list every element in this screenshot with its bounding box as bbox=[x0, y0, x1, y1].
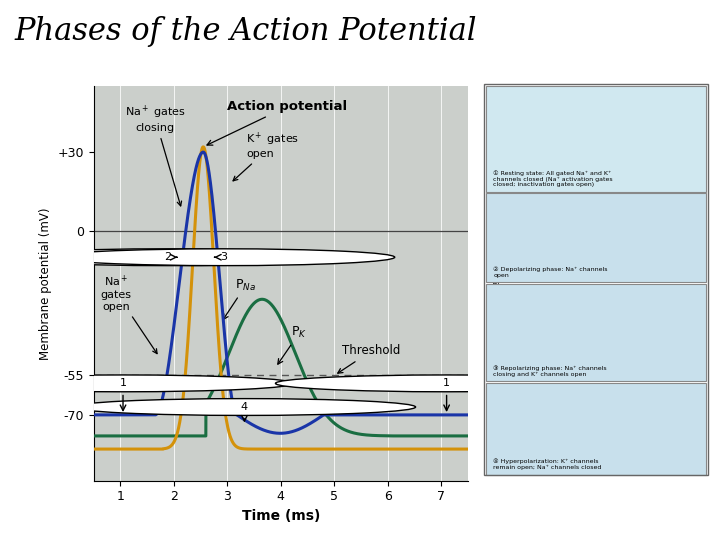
Text: ① Resting state: All gated Na⁺ and K⁺
channels closed (Na⁺ activation gates
clos: ① Resting state: All gated Na⁺ and K⁺ ch… bbox=[493, 170, 613, 187]
Circle shape bbox=[0, 375, 294, 392]
Text: 2: 2 bbox=[164, 252, 171, 262]
Text: Na$^+$: Na$^+$ bbox=[534, 99, 550, 110]
Text: P$_K$: P$_K$ bbox=[278, 325, 307, 364]
Text: K$^+$: K$^+$ bbox=[662, 238, 672, 248]
Text: Threshold: Threshold bbox=[338, 345, 401, 373]
X-axis label: Time (ms): Time (ms) bbox=[242, 509, 320, 523]
Text: Na$^+$ gates
closing: Na$^+$ gates closing bbox=[125, 104, 186, 206]
Text: Na$^+$
gates
open: Na$^+$ gates open bbox=[101, 273, 157, 354]
Text: K$^+$ gates
open: K$^+$ gates open bbox=[233, 131, 300, 181]
Text: ④ Hyperpolarization: K⁺ channels
remain open; Na⁺ channels closed: ④ Hyperpolarization: K⁺ channels remain … bbox=[493, 458, 602, 470]
Text: 4: 4 bbox=[241, 402, 248, 412]
Text: Phases of the Action Potential: Phases of the Action Potential bbox=[14, 16, 477, 47]
Text: Action potential: Action potential bbox=[207, 100, 348, 145]
Text: 1: 1 bbox=[120, 379, 127, 388]
Y-axis label: Membrane potential (mV): Membrane potential (mV) bbox=[39, 207, 52, 360]
Text: K$^+$: K$^+$ bbox=[662, 336, 672, 346]
Circle shape bbox=[53, 249, 395, 266]
Text: Na$^+$: Na$^+$ bbox=[534, 204, 550, 214]
Text: ② Depolarizing phase: Na⁺ channels
open: ② Depolarizing phase: Na⁺ channels open bbox=[493, 267, 608, 278]
Text: K$^+$: K$^+$ bbox=[662, 430, 672, 441]
Text: 1: 1 bbox=[443, 379, 450, 388]
Text: ③ Repolarizing phase: Na⁺ channels
closing and K⁺ channels open: ③ Repolarizing phase: Na⁺ channels closi… bbox=[493, 365, 607, 377]
Circle shape bbox=[0, 249, 338, 266]
Text: Na$^+$: Na$^+$ bbox=[534, 394, 550, 404]
Text: P$_{Na}$: P$_{Na}$ bbox=[223, 278, 256, 320]
Circle shape bbox=[73, 399, 415, 415]
Text: Relative membrane permeability: Relative membrane permeability bbox=[490, 198, 500, 369]
Text: K$^+$: K$^+$ bbox=[662, 145, 672, 155]
Text: 3: 3 bbox=[220, 252, 227, 262]
Circle shape bbox=[276, 375, 618, 392]
Text: Na$^+$: Na$^+$ bbox=[534, 296, 550, 306]
